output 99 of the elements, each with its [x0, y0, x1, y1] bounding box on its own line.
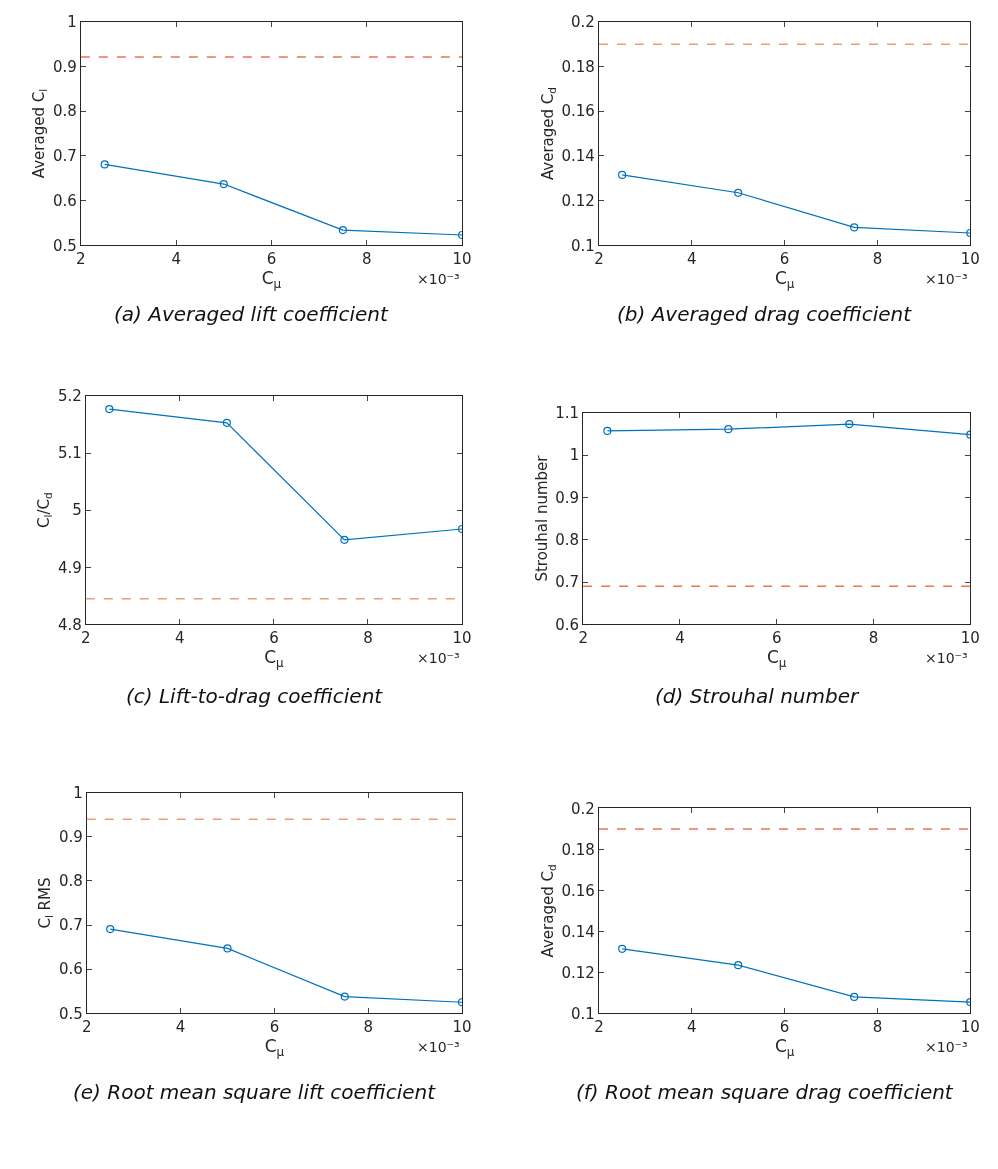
- y-tick-label: 0.8: [58, 872, 83, 891]
- y-tick-label: 0.6: [58, 960, 83, 979]
- point: [734, 961, 743, 970]
- y-tick-label: 0.14: [561, 922, 595, 941]
- point: [100, 160, 109, 169]
- x-tick-label: 4: [686, 250, 697, 269]
- y-tick-label: 0.9: [58, 828, 83, 847]
- x-tick-label: 6: [779, 250, 790, 269]
- y-tick-label: 0.18: [561, 57, 595, 76]
- x-axis-title: C$_{μ}$: [264, 647, 285, 670]
- text: ×10⁻³: [417, 271, 460, 287]
- text: ×10⁻³: [417, 1039, 460, 1055]
- y-tick-label: 0.8: [52, 102, 77, 121]
- y-tick-label: 0.2: [571, 13, 595, 32]
- x-tick-label: 2: [81, 1018, 92, 1037]
- y-tick-label: 0.1: [571, 236, 595, 255]
- y-tick-label: 0.12: [561, 191, 595, 210]
- text: (f) Root mean square drag coefficient: [576, 1080, 954, 1104]
- x-axis-title: C$_{μ}$: [774, 268, 795, 291]
- point: [850, 992, 859, 1001]
- y-tick-label: 0.7: [555, 573, 580, 592]
- x-axis-title: C$_{μ}$: [261, 268, 282, 291]
- point: [618, 170, 627, 179]
- x-tick-label: 6: [269, 629, 279, 648]
- y-tick-label: 0.2: [571, 799, 595, 818]
- y-tick-label: 5.1: [57, 444, 82, 463]
- y-tick-label: 0.14: [561, 147, 595, 166]
- x-tick-label: 2: [578, 629, 588, 648]
- y-tick-label: 0.7: [58, 916, 83, 935]
- x-tick-label: 2: [80, 629, 91, 648]
- x-tick-label: 8: [363, 629, 373, 648]
- y-tick-label: 1: [67, 13, 77, 32]
- y-tick-label: 1: [569, 446, 580, 465]
- x-tick-label: 2: [594, 1018, 604, 1037]
- text: (a) Averaged lift coefficient: [114, 302, 389, 326]
- x-tick-label: 2: [594, 250, 604, 269]
- x-tick-label: 8: [872, 1018, 883, 1037]
- y-tick-label: 0.5: [58, 1004, 83, 1023]
- point: [105, 404, 114, 414]
- y-tick-label: 4.9: [57, 558, 82, 577]
- x-tick-label: 2: [76, 250, 86, 269]
- x-axis-title: C$_{μ}$: [767, 647, 787, 670]
- y-tick-label: 4.8: [57, 615, 82, 634]
- y-tick-label: 0.9: [555, 488, 580, 507]
- y-tick-label: 0.16: [561, 881, 595, 900]
- x-tick-label: 4: [675, 629, 685, 648]
- y-tick-label: 1.1: [555, 403, 580, 422]
- y-tick-label: 0.8: [555, 530, 580, 549]
- y-tick-label: 0.5: [52, 236, 77, 255]
- text: (d) Strouhal number: [655, 684, 861, 708]
- point: [106, 924, 115, 934]
- x-tick-label: 4: [175, 1018, 186, 1037]
- x-tick-label: 4: [171, 250, 181, 269]
- y-tick-label: 0.18: [561, 840, 595, 859]
- text: ×10⁻³: [417, 650, 460, 666]
- x-tick-label: 4: [686, 1018, 697, 1037]
- x-axis-title: C$_{μ}$: [774, 1036, 795, 1059]
- y-tick-label: 0.1: [571, 1004, 595, 1023]
- point: [340, 992, 349, 1001]
- point: [734, 188, 743, 197]
- x-axis-title: C$_{μ}$: [264, 1036, 285, 1059]
- x-tick-label: 8: [872, 250, 883, 269]
- x-tick-label: 10: [452, 629, 472, 648]
- x-tick-label: 6: [779, 1018, 790, 1037]
- x-tick-label: 6: [269, 1018, 280, 1037]
- text: ×10⁻³: [925, 1039, 968, 1055]
- text: (e) Root mean square lift coefficient: [73, 1080, 437, 1104]
- x-tick-label: 10: [960, 1018, 980, 1037]
- x-tick-label: 8: [363, 1018, 373, 1037]
- text: ×10⁻³: [925, 650, 968, 666]
- x-tick-label: 8: [868, 629, 879, 648]
- x-tick-label: 10: [960, 250, 980, 269]
- y-tick-label: 5.2: [57, 387, 82, 406]
- x-tick-label: 8: [361, 250, 372, 269]
- y-tick-label: 0.7: [52, 147, 77, 166]
- y-axis-title: Strouhal number: [532, 454, 551, 582]
- x-tick-label: 10: [452, 250, 472, 269]
- y-tick-label: 0.16: [561, 102, 595, 121]
- text: (b) Averaged drag coefficient: [617, 302, 913, 326]
- x-tick-label: 6: [771, 629, 782, 648]
- x-tick-label: 10: [452, 1018, 472, 1037]
- y-tick-label: 0.9: [52, 57, 77, 76]
- y-tick-label: 0.12: [561, 963, 595, 982]
- x-tick-label: 10: [960, 629, 980, 648]
- point: [338, 226, 347, 235]
- point: [222, 418, 231, 427]
- point: [223, 944, 232, 953]
- x-tick-label: 6: [266, 250, 277, 269]
- point: [219, 179, 228, 189]
- x-tick-label: 4: [175, 629, 185, 648]
- text: ×10⁻³: [925, 271, 968, 287]
- point: [618, 944, 627, 953]
- point: [340, 535, 349, 544]
- y-tick-label: 0.6: [52, 191, 77, 210]
- y-tick-label: 1: [73, 783, 83, 802]
- y-tick-label: 0.6: [555, 615, 580, 634]
- y-tick-label: 5: [72, 501, 82, 520]
- text: (c) Lift-to-drag coefficient: [126, 684, 384, 708]
- point: [850, 223, 859, 232]
